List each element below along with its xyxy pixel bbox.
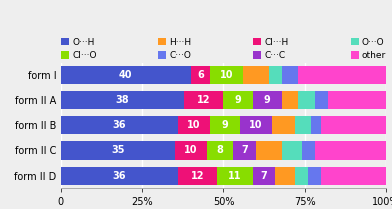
Bar [174,141,207,159]
Bar [282,66,298,84]
Text: 6: 6 [197,70,204,80]
Bar [207,141,233,159]
Text: 40: 40 [119,70,132,80]
Bar [276,167,295,185]
Bar [61,167,178,185]
Bar [272,116,295,134]
Text: 10: 10 [184,145,198,155]
Bar [282,91,298,109]
Text: 7: 7 [261,171,267,181]
Bar [282,141,301,159]
Bar [178,116,211,134]
Text: 10: 10 [220,70,234,80]
Bar [308,167,321,185]
Bar [311,116,321,134]
Text: 9: 9 [264,95,271,105]
Text: 12: 12 [191,171,204,181]
Text: 35: 35 [111,145,124,155]
Text: 11: 11 [228,171,241,181]
Bar [298,66,386,84]
Text: 38: 38 [116,95,129,105]
Bar [191,66,211,84]
Bar [233,141,256,159]
Bar [184,91,223,109]
Text: 12: 12 [197,95,211,105]
Bar [178,167,217,185]
Bar [253,91,282,109]
Bar [61,66,191,84]
Bar [298,91,314,109]
Text: 8: 8 [217,145,223,155]
Bar [61,116,178,134]
Text: 36: 36 [113,171,126,181]
Bar [61,91,184,109]
Bar [328,91,386,109]
Bar [314,141,386,159]
Bar [256,141,282,159]
Bar [253,167,276,185]
Legend: O···H, Cl···O, H···H, C···O, Cl···H, C···C, O···O, other: O···H, Cl···O, H···H, C···O, Cl···H, C··… [61,38,386,60]
Bar [211,66,243,84]
Bar [240,116,272,134]
Text: 10: 10 [249,120,263,130]
Bar [295,116,311,134]
Text: 10: 10 [187,120,201,130]
Bar [295,167,308,185]
Bar [223,91,253,109]
Bar [243,66,269,84]
Bar [217,167,253,185]
Bar [211,116,240,134]
Bar [301,141,314,159]
Bar [314,91,328,109]
Bar [321,167,386,185]
Text: 9: 9 [235,95,241,105]
Bar [61,141,174,159]
Text: 36: 36 [113,120,126,130]
Bar [269,66,282,84]
Text: 7: 7 [241,145,248,155]
Text: 9: 9 [222,120,229,130]
Bar [321,116,386,134]
